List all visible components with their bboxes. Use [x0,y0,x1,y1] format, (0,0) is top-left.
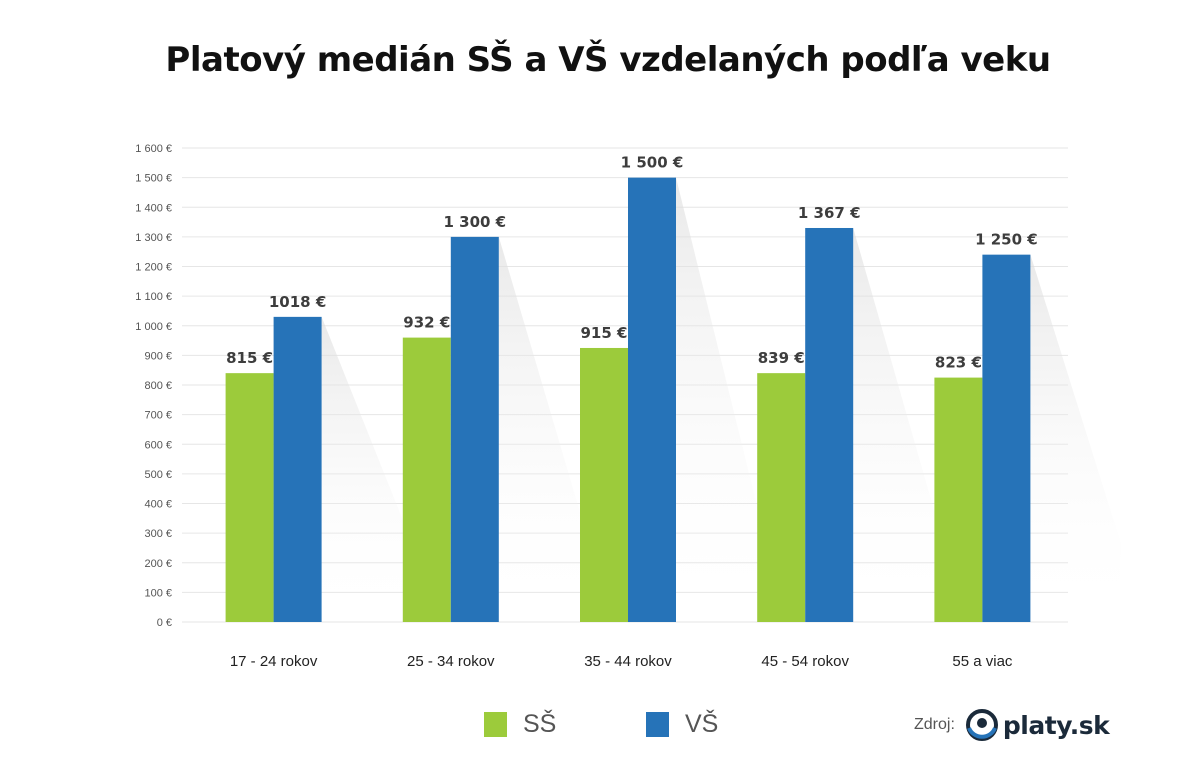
data-label: 1 300 € [443,213,506,231]
y-tick-label: 400 € [144,499,172,511]
y-tick-label: 900 € [144,350,172,362]
x-tick-label: 55 a viac [952,653,1013,670]
bar-ss-5 [934,377,983,622]
bar-vs-1 [273,316,322,622]
y-tick-label: 0 € [157,617,172,629]
y-axis-ticks: 0 € 100 € 200 € 300 € 400 € 500 € 600 € 700 € 80… [135,143,172,629]
data-label: 823 € [935,354,982,372]
bar-ss-1 [225,373,274,622]
data-label: 1 500 € [621,154,684,172]
x-axis-ticks: 17 - 24 rokov 25 - 34 rokov 35 - 44 rokov 4… [230,653,1013,670]
bar-shadow [853,227,944,623]
y-tick-label: 1 500 € [135,173,172,185]
legend-label-ss: SŠ [523,709,557,738]
data-label: 1 250 € [975,231,1038,249]
x-tick-label: 25 - 34 rokov [407,653,495,670]
brand-name: platy.sk [1002,710,1110,740]
data-label: 839 € [758,349,805,367]
data-label: 815 € [226,349,273,367]
y-tick-label: 1 100 € [135,291,172,303]
y-tick-label: 1 300 € [135,232,172,244]
source-label: Zdroj: [914,716,955,733]
bar-vs-5 [982,254,1031,622]
bar-shadow [676,177,766,622]
chart-title: Platový medián SŠ a VŠ vzdelaných podľa … [165,40,1051,80]
data-label: 915 € [581,324,628,342]
y-tick-label: 100 € [144,587,172,599]
y-tick-label: 1 600 € [135,143,172,155]
bar-vs-2 [450,236,499,622]
legend-swatch-vs [646,711,669,737]
y-tick-label: 700 € [144,410,172,422]
y-tick-label: 300 € [144,528,172,540]
x-tick-label: 45 - 54 rokov [761,653,849,670]
bar-shadow [498,236,589,622]
legend-item-vs: VŠ [646,707,718,741]
y-tick-label: 600 € [144,439,172,451]
data-label: 932 € [403,314,450,332]
bar-shadow [321,316,412,622]
y-tick-label: 200 € [144,558,172,570]
y-tick-label: 800 € [144,380,172,392]
y-tick-label: 1 000 € [135,321,172,333]
legend-swatch-ss [484,711,507,737]
bar-vs-4 [805,227,854,623]
bar-vs-3 [628,177,676,622]
source-credit: Zdroj: platy.sk [914,700,1110,750]
bar-shadows [321,177,1121,623]
data-label: 1018 € [269,293,326,311]
legend-item-ss: SŠ [484,707,556,741]
x-tick-label: 17 - 24 rokov [230,653,318,670]
y-tick-label: 1 400 € [135,202,172,214]
eye-logo-icon [965,708,999,742]
bar-shadow [1030,254,1121,622]
bar-ss-2 [402,337,451,622]
data-label: 1 367 € [798,204,861,222]
legend-label-vs: VŠ [685,709,719,738]
bar-ss-3 [580,347,628,622]
y-tick-label: 500 € [144,469,172,481]
bar-ss-4 [757,373,806,622]
x-tick-label: 35 - 44 rokov [584,653,672,670]
data-labels: 815 € 1018 € 932 € 1 300 € 915 € 1 500 € 839 €… [226,154,1038,372]
bars [225,177,1031,623]
y-tick-label: 1 200 € [135,262,172,274]
